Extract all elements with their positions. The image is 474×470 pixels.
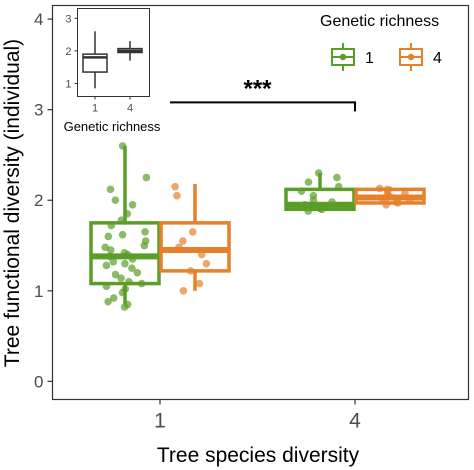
data-point — [304, 178, 313, 186]
data-point — [123, 210, 132, 218]
data-point — [382, 200, 390, 209]
data-point — [179, 287, 188, 295]
data-point — [104, 232, 113, 241]
legend-entry-label: 4 — [433, 50, 442, 67]
data-point — [383, 185, 392, 194]
data-point — [141, 237, 150, 245]
data-point — [392, 198, 401, 206]
data-point — [333, 173, 341, 182]
data-point — [202, 259, 211, 268]
data-point — [118, 230, 127, 239]
data-point — [186, 267, 195, 275]
data-point — [111, 196, 120, 205]
legend-title: Genetic richness — [320, 13, 439, 30]
inset-x-axis-title: Genetic richness — [64, 119, 161, 134]
legend: Genetic richness 1 4 — [320, 13, 442, 71]
data-point — [195, 279, 204, 288]
data-point — [175, 243, 183, 252]
y-tick-label: 2 — [34, 191, 43, 210]
data-point — [314, 169, 323, 177]
data-point — [104, 297, 112, 306]
data-point — [123, 300, 132, 309]
data-point — [137, 279, 146, 288]
y-axis-title: Tree functional diversity (individual) — [1, 39, 24, 367]
data-point — [308, 203, 317, 212]
data-point — [120, 248, 129, 257]
data-point — [128, 255, 137, 263]
data-point — [142, 173, 151, 182]
data-point — [406, 196, 414, 205]
inset-chart: 1 2 3 1 4 Genetic richness — [56, 8, 170, 142]
inset-y-tick-label: 3 — [65, 13, 71, 25]
box-body — [89, 221, 161, 286]
inset-y-tick-label: 1 — [65, 78, 71, 90]
data-point — [297, 187, 306, 195]
main-panel-border — [51, 4, 470, 401]
inset-y-tick-label: 2 — [65, 46, 71, 58]
data-point — [102, 282, 111, 291]
data-point — [117, 274, 125, 282]
data-point — [401, 189, 409, 197]
x-axis-title: Tree species diversity — [157, 444, 360, 467]
data-point — [106, 185, 115, 194]
data-point — [125, 277, 133, 286]
data-point — [318, 205, 326, 214]
data-point — [128, 200, 137, 209]
y-tick-label: 0 — [34, 372, 43, 391]
data-point — [121, 285, 130, 293]
data-point — [128, 264, 136, 272]
y-tick-label: 4 — [34, 10, 43, 29]
legend-entry-label: 1 — [365, 50, 374, 67]
data-point — [101, 243, 110, 252]
data-point — [109, 294, 118, 302]
x-tick-label: 4 — [349, 410, 361, 433]
data-point — [111, 270, 120, 279]
data-point — [375, 184, 384, 193]
legend-key-point — [407, 53, 415, 61]
data-point — [141, 228, 149, 236]
data-point — [179, 237, 187, 245]
data-point — [334, 182, 343, 191]
y-tick-label: 1 — [34, 282, 43, 301]
data-point — [300, 200, 309, 209]
data-point — [106, 252, 114, 261]
data-point — [133, 268, 142, 277]
significance-label: *** — [243, 75, 272, 102]
box-body — [159, 221, 231, 273]
data-point — [189, 228, 197, 236]
data-point — [309, 191, 318, 200]
significance-bracket — [159, 101, 356, 112]
data-point — [121, 259, 129, 268]
inset-x-tick-label: 4 — [127, 103, 133, 115]
inset-background — [56, 8, 170, 142]
inset-x-tick-label: 1 — [92, 103, 98, 115]
data-point — [102, 261, 111, 270]
data-point — [117, 216, 126, 224]
data-point — [197, 250, 206, 259]
x-tick-label: 1 — [154, 410, 166, 433]
data-point — [118, 142, 127, 150]
data-point — [109, 258, 118, 266]
legend-key-point — [339, 53, 347, 61]
inset-panel-border — [77, 8, 150, 97]
y-tick-label: 3 — [34, 101, 43, 120]
data-point — [107, 221, 116, 230]
data-point — [173, 191, 181, 200]
data-point — [171, 182, 179, 191]
data-point — [328, 198, 336, 206]
